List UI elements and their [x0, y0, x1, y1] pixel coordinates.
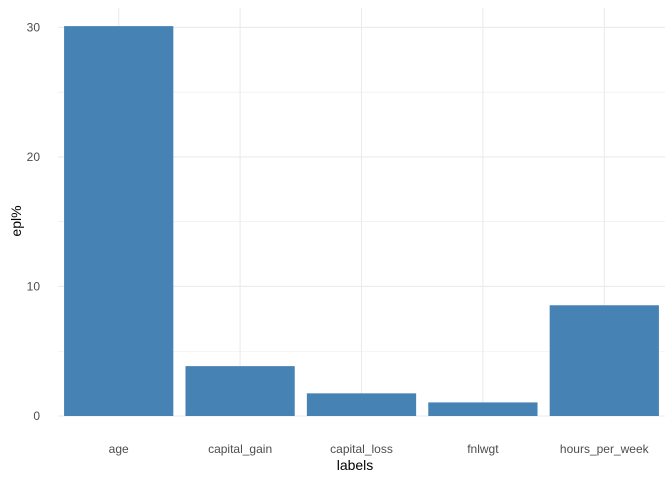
- x-axis: age capital_gain capital_loss fnlwgt hours_p…: [109, 442, 650, 456]
- y-axis-title: epl%: [8, 205, 24, 236]
- bars: [64, 26, 659, 417]
- bar-fnlwgt: [428, 402, 538, 416]
- x-axis-title: labels: [337, 457, 374, 473]
- y-tick-label: 10: [27, 279, 41, 293]
- y-axis: 0 10 20 30: [27, 20, 41, 423]
- x-tick-label: capital_loss: [330, 442, 393, 456]
- x-tick-label: age: [109, 442, 129, 456]
- bar-capital-gain: [185, 366, 295, 416]
- bar-age: [64, 26, 174, 417]
- x-tick-label: fnlwgt: [467, 442, 499, 456]
- bar-capital-loss: [306, 393, 417, 416]
- x-tick-label: capital_gain: [208, 442, 272, 456]
- x-tick-label: hours_per_week: [560, 442, 650, 456]
- bar-hours-per-week: [549, 305, 659, 416]
- y-tick-label: 0: [33, 409, 40, 423]
- y-tick-label: 20: [27, 150, 41, 164]
- y-tick-label: 30: [27, 20, 41, 34]
